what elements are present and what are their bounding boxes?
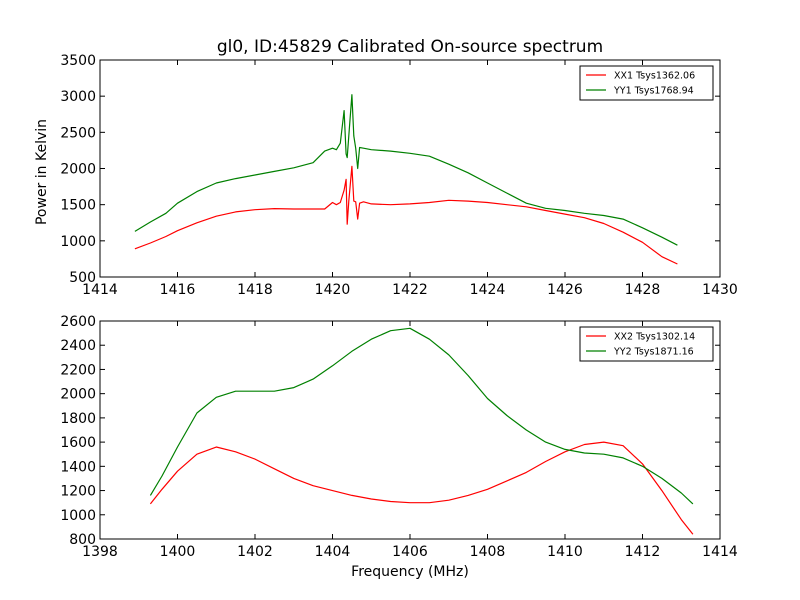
bottom-y-tick-label: 1400 xyxy=(60,459,96,475)
top-legend-box xyxy=(579,65,714,101)
top-x-tick-label: 1428 xyxy=(625,282,661,298)
bottom-x-tick-label: 1402 xyxy=(237,544,273,560)
bottom-y-tick-label: 2600 xyxy=(60,314,96,330)
top-x-tick-label: 1420 xyxy=(315,282,351,298)
bottom-y-tick-label: 1800 xyxy=(60,411,96,427)
top-y-tick-label: 3000 xyxy=(60,89,96,105)
top-legend: XX1 Tsys1362.06 YY1 Tsys1768.94 xyxy=(579,65,714,101)
top-legend-label-1: XX1 Tsys1362.06 xyxy=(614,71,695,82)
bottom-legend-box xyxy=(579,326,714,362)
bottom-legend-label-1: XX2 Tsys1302.14 xyxy=(614,332,695,343)
bottom-y-tick-label: 2200 xyxy=(60,362,96,378)
top-y-tick-label: 1000 xyxy=(60,234,96,250)
bottom-x-tick-label: 1412 xyxy=(625,544,661,560)
chart-title: gl0, ID:45829 Calibrated On-source spect… xyxy=(217,37,603,57)
top-legend-label-2: YY1 Tsys1768.94 xyxy=(613,86,694,97)
bottom-y-tick-label: 1600 xyxy=(60,435,96,451)
top-x-tick-label: 1414 xyxy=(82,282,118,298)
top-y-tick-label: 3500 xyxy=(60,53,96,69)
bottom-y-tick-label: 1200 xyxy=(60,484,96,500)
top-x-tick-label: 1422 xyxy=(392,282,428,298)
bottom-x-tick-label: 1398 xyxy=(82,544,118,560)
bottom-series-line-1 xyxy=(149,441,694,535)
top-series-line-2 xyxy=(134,94,678,246)
x-axis-label: Frequency (MHz) xyxy=(351,564,469,580)
top-y-tick-label: 2500 xyxy=(60,125,96,141)
bottom-x-tick-label: 1400 xyxy=(160,544,196,560)
bottom-y-tick-label: 2000 xyxy=(60,387,96,403)
top-y-tick-label: 500 xyxy=(69,270,96,286)
y-axis-label: Power in Kelvin xyxy=(34,119,50,225)
top-x-tick-label: 1430 xyxy=(702,282,738,298)
top-y-tick-label: 1500 xyxy=(60,198,96,214)
bottom-y-tick-label: 800 xyxy=(69,532,96,548)
top-x-tick-label: 1416 xyxy=(160,282,196,298)
bottom-x-tick-label: 1404 xyxy=(315,544,351,560)
top-series-line-1 xyxy=(134,165,678,265)
bottom-y-tick-label: 2400 xyxy=(60,338,96,354)
top-y-tick-label: 2000 xyxy=(60,162,96,178)
bottom-x-tick-label: 1410 xyxy=(547,544,583,560)
top-panel: 1414 1416 1418 1420 1422 1424 1426 1428 1430 500 1… xyxy=(60,53,737,298)
bottom-x-tick-label: 1406 xyxy=(392,544,428,560)
bottom-legend-label-2: YY2 Tsys1871.16 xyxy=(613,347,694,358)
bottom-series-line-2 xyxy=(149,327,694,505)
top-x-tick-label: 1418 xyxy=(237,282,273,298)
top-x-tick-label: 1426 xyxy=(547,282,583,298)
bottom-x-tick-label: 1414 xyxy=(702,544,738,560)
top-x-tick-label: 1424 xyxy=(470,282,506,298)
bottom-x-tick-label: 1408 xyxy=(470,544,506,560)
bottom-y-tick-label: 1000 xyxy=(60,508,96,524)
bottom-panel: 1398 1400 1402 1404 1406 1408 1410 1412 1414 800 1… xyxy=(60,314,738,560)
bottom-legend: XX2 Tsys1302.14 YY2 Tsys1871.16 xyxy=(579,326,714,362)
